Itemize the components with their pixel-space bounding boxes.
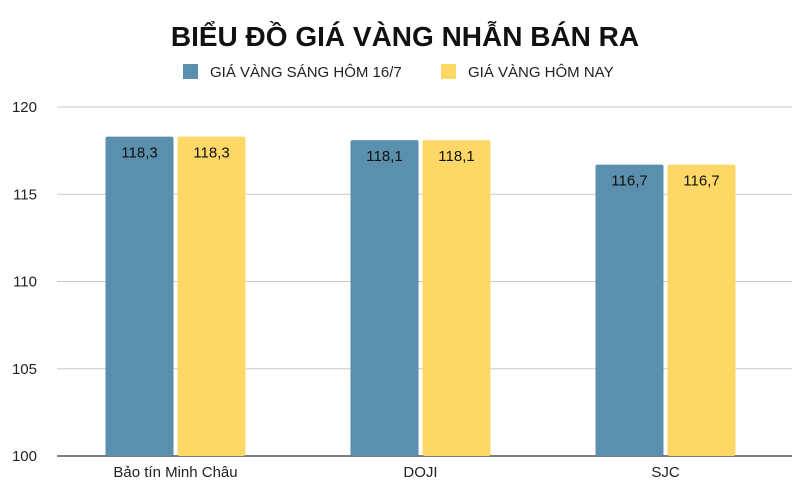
- bar: [422, 140, 491, 456]
- legend-swatch: [183, 64, 198, 79]
- x-category-label: DOJI: [403, 464, 437, 481]
- bar: [667, 164, 736, 456]
- bar: [177, 136, 246, 457]
- y-tick-label: 110: [13, 274, 37, 291]
- y-tick-label: 105: [12, 361, 37, 378]
- legend-label: GIÁ VÀNG HÔM NAY: [468, 64, 614, 81]
- data-label: 118,1: [366, 148, 402, 165]
- legend-swatch: [441, 64, 456, 79]
- bar: [105, 136, 174, 457]
- bar: [595, 164, 664, 456]
- data-label: 118,3: [121, 145, 157, 162]
- legend-label: GIÁ VÀNG SÁNG HÔM 16/7: [210, 64, 402, 81]
- x-category-label: SJC: [651, 464, 680, 481]
- y-tick-label: 120: [12, 99, 37, 116]
- data-label: 116,7: [611, 173, 647, 190]
- bars: [105, 136, 736, 457]
- legend: GIÁ VÀNG SÁNG HÔM 16/7 GIÁ VÀNG HÔM NAY: [183, 64, 614, 81]
- bar: [350, 140, 419, 456]
- x-category-label: Bảo tín Minh Châu: [113, 464, 237, 481]
- y-axis-ticks: 100 105 110 115 120: [12, 99, 37, 465]
- y-tick-label: 100: [12, 448, 37, 465]
- data-label: 118,3: [193, 145, 229, 162]
- y-tick-label: 115: [13, 186, 37, 203]
- chart-title: BIỂU ĐỒ GIÁ VÀNG NHẪN BÁN RA: [171, 21, 639, 52]
- data-labels: 118,3 118,3 118,1 118,1 116,7 116,7: [121, 145, 719, 190]
- data-label: 116,7: [683, 173, 719, 190]
- data-label: 118,1: [438, 148, 474, 165]
- x-axis-categories: Bảo tín Minh Châu DOJI SJC: [113, 464, 679, 481]
